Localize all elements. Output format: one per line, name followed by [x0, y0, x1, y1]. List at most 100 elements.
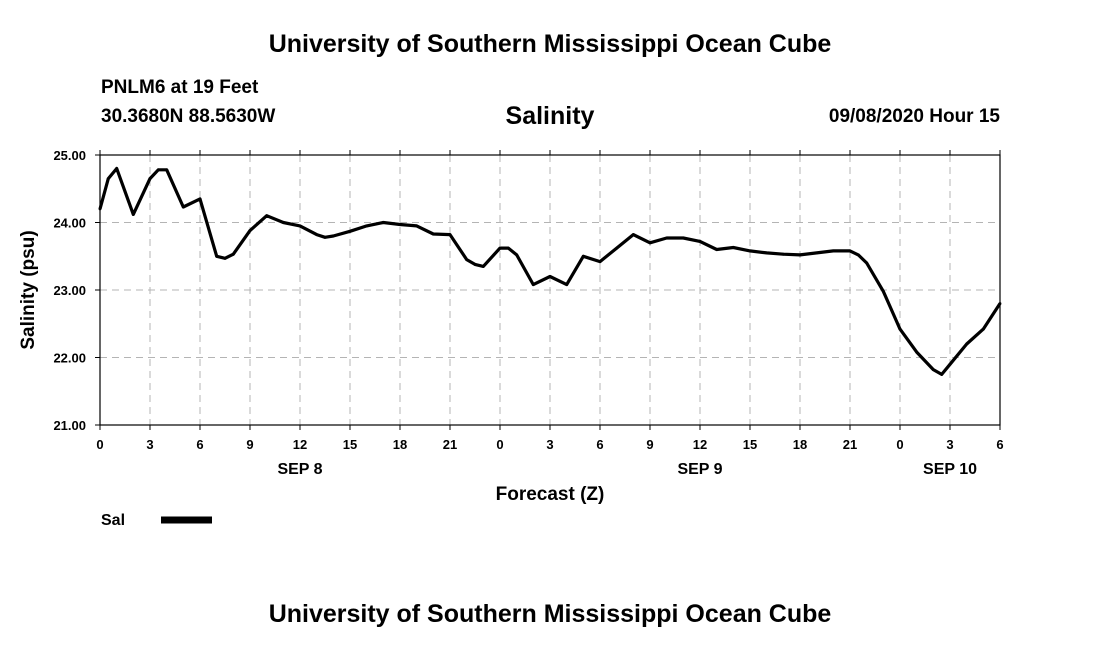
x-tick-label: 0 — [496, 437, 503, 452]
y-axis: 21.00 22.00 23.00 24.00 25.00 — [53, 148, 100, 433]
data-point — [448, 233, 452, 237]
data-point — [531, 283, 535, 286]
x-tick-label: 18 — [793, 437, 807, 452]
data-point — [315, 233, 319, 237]
y-tick-label: 21.00 — [53, 418, 86, 433]
data-point — [965, 342, 969, 346]
data-point — [348, 229, 352, 233]
data-point — [940, 373, 944, 376]
x-tick-label: 6 — [196, 437, 203, 452]
data-point — [731, 246, 735, 249]
x-tick-label: 15 — [743, 437, 757, 452]
data-point — [465, 258, 469, 261]
data-point — [198, 197, 202, 201]
chart-title-top: University of Southern Mississippi Ocean… — [268, 30, 832, 58]
x-day-label: SEP 9 — [677, 461, 722, 478]
y-tick-label: 23.00 — [53, 283, 86, 298]
data-point — [498, 246, 502, 250]
data-point — [181, 205, 185, 209]
data-point — [223, 256, 227, 260]
x-tick-label: 21 — [843, 437, 857, 452]
data-point — [248, 229, 252, 233]
data-point — [231, 252, 235, 256]
data-point — [431, 232, 435, 236]
data-point — [131, 213, 135, 216]
data-point — [948, 362, 952, 366]
data-point — [856, 253, 860, 257]
y-tick-label: 22.00 — [53, 351, 86, 366]
legend-label: Sal — [101, 512, 125, 529]
data-point — [898, 327, 902, 331]
data-point — [98, 207, 102, 211]
legend: Sal — [101, 512, 212, 529]
x-tick-label: 0 — [96, 437, 103, 452]
data-point — [506, 246, 510, 250]
x-tick-label: 15 — [343, 437, 357, 452]
data-point — [548, 275, 552, 278]
data-point — [848, 249, 852, 253]
data-point — [473, 263, 477, 266]
y-tick-label: 24.00 — [53, 216, 86, 231]
data-point — [165, 168, 169, 172]
data-point — [781, 252, 785, 256]
x-tick-label: 3 — [146, 437, 153, 452]
data-point — [798, 253, 802, 257]
variable-title: Salinity — [505, 102, 595, 130]
x-axis-label: Forecast (Z) — [496, 484, 605, 505]
data-point — [681, 236, 685, 240]
chart-title-bottom: University of Southern Mississippi Ocean… — [268, 600, 832, 628]
data-point — [331, 234, 335, 238]
x-tick-label: 9 — [646, 437, 653, 452]
x-tick-label: 6 — [596, 437, 603, 452]
x-tick-label: 21 — [443, 437, 457, 452]
coordinates-label: 30.3680N 88.5630W — [101, 106, 276, 127]
data-point — [981, 327, 985, 331]
data-point — [598, 260, 602, 263]
series-layer — [98, 166, 1002, 376]
data-point — [881, 289, 885, 293]
x-tick-label: 3 — [546, 437, 553, 452]
data-point — [998, 302, 1002, 305]
data-point — [815, 251, 819, 255]
data-point — [698, 240, 702, 243]
data-point — [215, 254, 219, 258]
data-point — [665, 236, 669, 240]
data-point — [648, 241, 652, 245]
x-tick-label: 18 — [393, 437, 407, 452]
data-point — [323, 235, 327, 239]
data-point — [115, 167, 119, 170]
x-tick-label: 9 — [246, 437, 253, 452]
data-point — [398, 223, 402, 226]
x-tick-label: 6 — [996, 437, 1003, 452]
data-point — [106, 177, 110, 181]
x-tick-label: 0 — [896, 437, 903, 452]
x-day-label: SEP 8 — [277, 461, 322, 478]
y-tick-label: 25.00 — [53, 148, 86, 163]
data-point — [748, 249, 752, 253]
x-axis: 0 3 6 9 12 15 18 21 0 3 6 9 12 15 18 21 0 3 6 SEP 8 SEP 9 SEP… — [96, 150, 1004, 478]
data-point — [615, 246, 619, 250]
data-point — [415, 224, 419, 228]
data-point — [481, 265, 485, 268]
series-line-sal — [98, 166, 1002, 376]
data-point — [298, 224, 302, 228]
data-point — [156, 168, 160, 172]
station-label: PNLM6 at 19 Feet — [101, 77, 259, 98]
data-point — [381, 221, 385, 224]
data-point — [765, 251, 769, 255]
grid-lines — [100, 155, 1000, 425]
data-point — [915, 350, 919, 354]
data-point — [631, 233, 635, 237]
datetime-label: 09/08/2020 Hour 15 — [828, 106, 1000, 127]
x-tick-label: 12 — [693, 437, 707, 452]
data-point — [148, 177, 152, 181]
data-point — [831, 249, 835, 253]
data-point — [265, 214, 269, 218]
data-point — [565, 283, 569, 286]
data-point — [515, 253, 519, 257]
x-tick-label: 12 — [293, 437, 307, 452]
data-point — [365, 224, 369, 228]
x-tick-label: 3 — [946, 437, 953, 452]
x-day-label: SEP 10 — [923, 461, 977, 478]
